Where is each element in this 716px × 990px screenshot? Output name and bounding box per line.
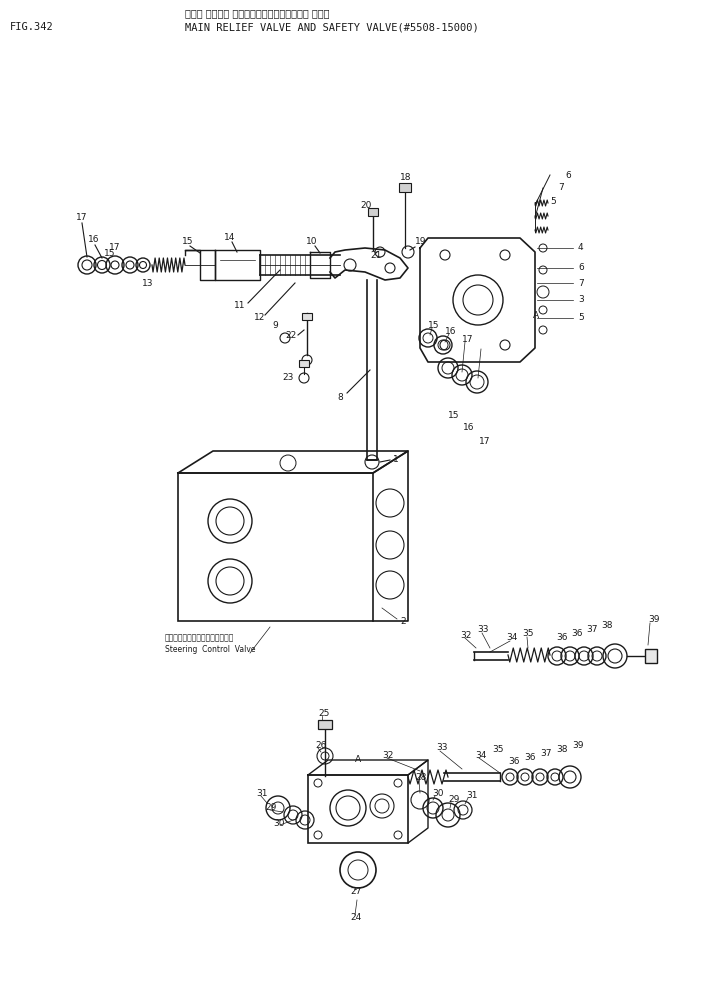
Bar [178, 473, 373, 621]
Text: 38: 38 [601, 622, 612, 631]
Text: メイン リリーフ バルブ　オヨビ　セーフティ バルブ: メイン リリーフ バルブ オヨビ セーフティ バルブ [185, 8, 329, 18]
Text: ステアリングコントロールバルブ: ステアリングコントロールバルブ [165, 634, 234, 643]
Text: A: A [355, 755, 361, 764]
Text: 5: 5 [550, 197, 556, 207]
Text: 15: 15 [448, 411, 460, 420]
Bar [302, 313, 312, 320]
Text: 4: 4 [578, 244, 584, 252]
Text: MAIN RELIEF VALVE AND SAFETY VALVE(#5508-15000): MAIN RELIEF VALVE AND SAFETY VALVE(#5508… [185, 22, 479, 32]
Text: 36: 36 [508, 757, 520, 766]
Text: 36: 36 [571, 630, 583, 639]
Text: 36: 36 [556, 634, 568, 643]
Text: 25: 25 [318, 710, 329, 719]
Text: 14: 14 [224, 233, 236, 242]
Text: 31: 31 [256, 788, 268, 798]
Text: 17: 17 [479, 437, 490, 446]
Text: 35: 35 [522, 630, 533, 639]
Text: 17: 17 [462, 335, 473, 344]
Text: 30: 30 [432, 788, 443, 798]
Text: 16: 16 [88, 236, 100, 245]
Text: 34: 34 [506, 634, 518, 643]
Text: 30: 30 [273, 820, 284, 829]
Text: 20: 20 [360, 201, 372, 210]
Text: 22: 22 [285, 331, 296, 340]
Text: 5: 5 [578, 314, 584, 323]
Text: 13: 13 [142, 278, 154, 287]
Text: 21: 21 [370, 250, 382, 259]
Text: 7: 7 [578, 278, 584, 287]
Bar [318, 720, 332, 729]
Text: 39: 39 [572, 742, 584, 750]
Text: 26: 26 [315, 741, 326, 749]
Text: Steering  Control  Valve: Steering Control Valve [165, 645, 256, 654]
Bar [399, 183, 411, 192]
Text: 39: 39 [648, 616, 659, 625]
Bar [299, 360, 309, 367]
Text: 33: 33 [436, 743, 448, 752]
Text: 32: 32 [382, 750, 393, 759]
Text: 16: 16 [445, 328, 457, 337]
Text: 29: 29 [448, 796, 460, 805]
Text: 35: 35 [492, 745, 503, 754]
Text: 38: 38 [556, 745, 568, 754]
Text: A: A [533, 311, 539, 320]
Text: 1: 1 [393, 455, 399, 464]
Text: 6: 6 [565, 170, 571, 179]
Bar [308, 775, 408, 843]
Text: 10: 10 [306, 237, 318, 246]
Text: 8: 8 [337, 392, 343, 402]
Text: 37: 37 [540, 749, 551, 758]
Text: 37: 37 [586, 626, 597, 635]
Text: 24: 24 [350, 914, 362, 923]
Text: 32: 32 [460, 631, 471, 640]
Text: 31: 31 [466, 790, 478, 800]
Text: 9: 9 [272, 322, 278, 331]
Text: 7: 7 [558, 183, 563, 192]
Text: 33: 33 [477, 626, 488, 635]
Bar [368, 208, 378, 216]
Text: 17: 17 [109, 244, 120, 252]
Text: 34: 34 [475, 750, 486, 759]
Text: 15: 15 [428, 321, 440, 330]
Text: 6: 6 [578, 263, 584, 272]
Text: 29: 29 [265, 804, 276, 813]
Text: 15: 15 [183, 237, 194, 246]
Text: 17: 17 [76, 214, 88, 223]
Text: 36: 36 [524, 753, 536, 762]
Text: 2: 2 [400, 618, 406, 627]
Text: 16: 16 [463, 424, 475, 433]
Bar [645, 649, 657, 663]
Text: 23: 23 [282, 373, 294, 382]
Text: 15: 15 [105, 248, 116, 257]
Text: 19: 19 [415, 238, 427, 247]
Text: 3: 3 [578, 295, 584, 305]
Text: FIG.342: FIG.342 [10, 22, 54, 32]
Text: 27: 27 [350, 887, 362, 897]
Text: 11: 11 [234, 301, 246, 310]
Text: 28: 28 [415, 773, 426, 782]
Text: 12: 12 [254, 314, 266, 323]
Text: 18: 18 [400, 173, 412, 182]
